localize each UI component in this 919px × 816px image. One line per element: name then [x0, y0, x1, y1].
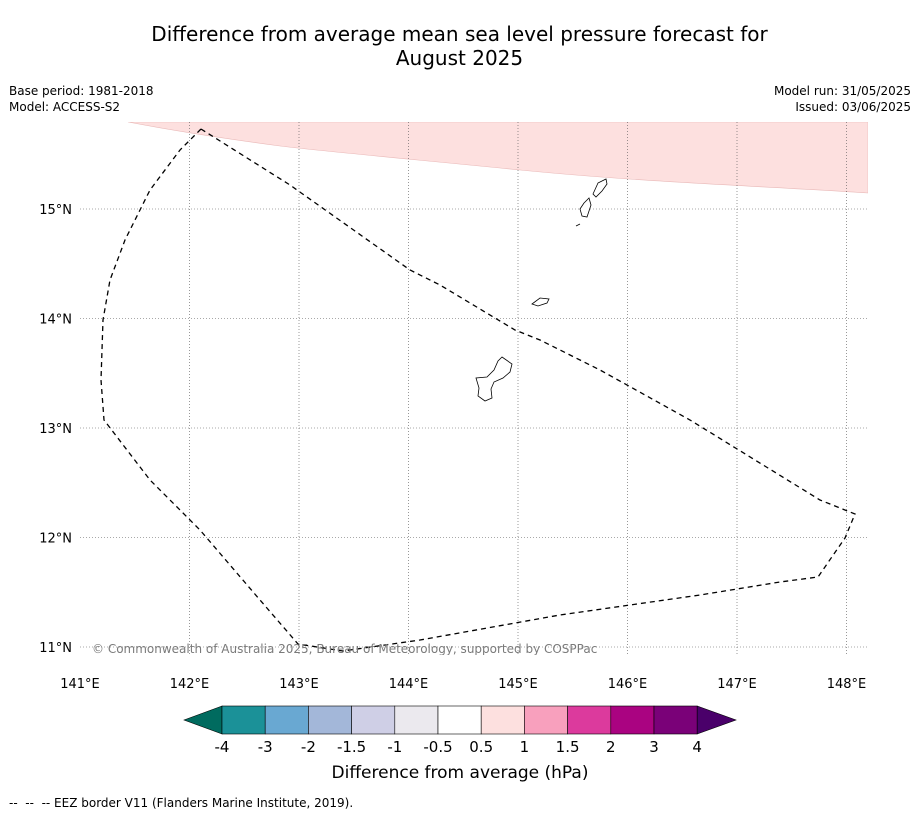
- copyright-text: © Commonwealth of Australia 2025, Bureau…: [92, 642, 597, 656]
- colorbar-tick-label: 0.5: [469, 738, 493, 756]
- colorbar-extend-low: [183, 705, 223, 735]
- meta-left: Base period: 1981-2018 Model: ACCESS-S2: [9, 83, 154, 115]
- map-area: © Commonwealth of Australia 2025, Bureau…: [80, 122, 868, 656]
- colorbar-label: Difference from average (hPa): [332, 763, 589, 783]
- colorbar: -4 -3 -2 -1.5 -1 -0.5 0.5 1 1.5 2 3 4: [183, 705, 737, 756]
- guam-island: [475, 356, 513, 402]
- saipan-island: [592, 178, 608, 198]
- colorbar-tick-label: 1: [520, 738, 530, 756]
- model-text: Model: ACCESS-S2: [9, 100, 121, 114]
- eez-footnote: -- -- -- EEZ border V11 (Flanders Marine…: [9, 796, 354, 810]
- chart-title: Difference from average mean sea level p…: [0, 22, 919, 70]
- title-line-2: August 2025: [395, 46, 524, 70]
- colorbar-segment: [653, 705, 698, 735]
- longitude-labels: 141°E 142°E 143°E 144°E 145°E 146°E 147°E 148°E: [60, 677, 866, 692]
- colorbar-segment: [437, 705, 482, 735]
- latitude-label: 12°N: [39, 532, 72, 547]
- longitude-label: 142°E: [170, 677, 210, 692]
- rota-island: [531, 297, 550, 307]
- colorbar-segment: [221, 705, 266, 735]
- model-run-text: Model run: 31/05/2025: [773, 84, 911, 98]
- colorbar-tick-label: -2: [301, 738, 316, 756]
- colorbar-tick-label: 3: [649, 738, 659, 756]
- colorbar-tick-label: -3: [258, 738, 273, 756]
- colorbar-segment: [351, 705, 396, 735]
- aguijan-island: [575, 223, 581, 227]
- colorbar-tick-label: -0.5: [423, 738, 452, 756]
- colorbar-tick-label: 2: [606, 738, 616, 756]
- colorbar-segment: [480, 705, 525, 735]
- meta-right: Model run: 31/05/2025 Issued: 03/06/2025: [774, 83, 911, 115]
- latitude-label: 15°N: [39, 203, 72, 218]
- colorbar-segment: [567, 705, 612, 735]
- latitude-label: 11°N: [39, 641, 72, 656]
- pressure-anomaly-shading: [127, 122, 868, 194]
- latitude-label: 14°N: [39, 313, 72, 328]
- longitude-label: 141°E: [60, 677, 100, 692]
- tinian-island: [579, 197, 592, 218]
- latitude-labels: 15°N 14°N 13°N 12°N 11°N: [39, 203, 72, 656]
- colorbar-tick-label: -1: [387, 738, 402, 756]
- colorbar-segment: [264, 705, 309, 735]
- colorbar-tick-label: 1.5: [556, 738, 580, 756]
- colorbar-extend-high: [696, 705, 737, 735]
- latitude-label: 13°N: [39, 422, 72, 437]
- longitude-label: 143°E: [279, 677, 319, 692]
- colorbar-tick-label: 4: [692, 738, 702, 756]
- base-period-text: Base period: 1981-2018: [9, 84, 154, 98]
- colorbar-tick-label: -4: [215, 738, 230, 756]
- longitude-label: 145°E: [498, 677, 538, 692]
- longitude-label: 144°E: [389, 677, 429, 692]
- colorbar-segment: [394, 705, 439, 735]
- colorbar-tick-label: -1.5: [337, 738, 366, 756]
- graticule: [80, 122, 868, 655]
- colorbar-segment: [524, 705, 568, 735]
- eez-border-line: [100, 128, 856, 652]
- longitude-label: 147°E: [717, 677, 757, 692]
- colorbar-segment: [308, 705, 352, 735]
- colorbar-segment: [610, 705, 655, 735]
- longitude-label: 146°E: [608, 677, 648, 692]
- issued-text: Issued: 03/06/2025: [795, 100, 911, 114]
- title-line-1: Difference from average mean sea level p…: [151, 22, 768, 46]
- longitude-label: 148°E: [827, 677, 867, 692]
